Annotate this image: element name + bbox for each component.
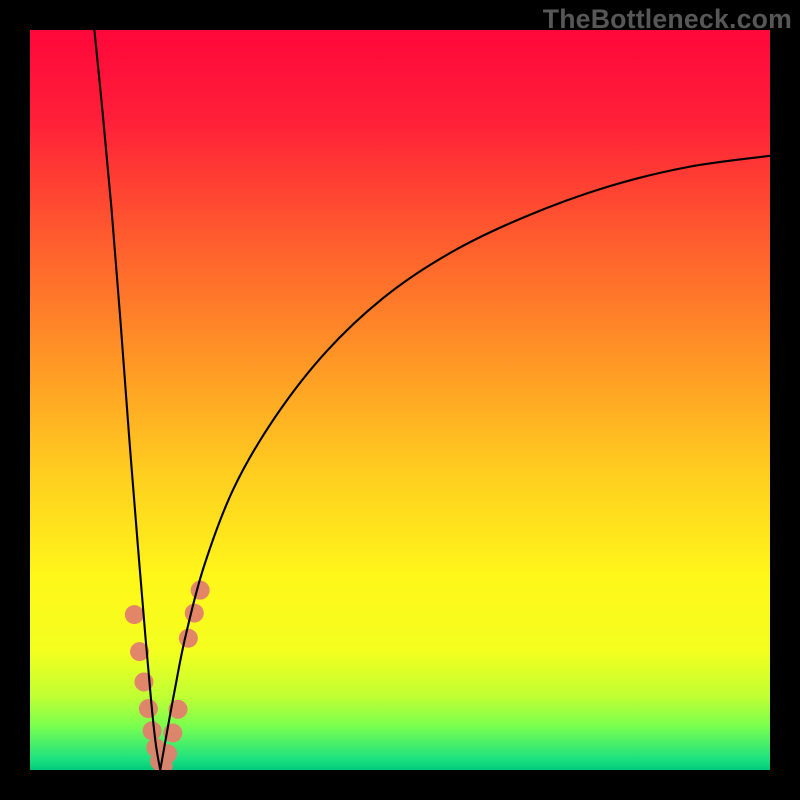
curve-layer (30, 30, 770, 770)
curve-right (160, 156, 770, 770)
data-marker (143, 721, 162, 740)
marker-group (125, 581, 210, 770)
chart-frame: TheBottleneck.com (0, 0, 800, 800)
data-marker (139, 699, 158, 718)
data-marker (185, 604, 204, 623)
plot-area (30, 30, 770, 770)
data-marker (179, 629, 198, 648)
watermark-text: TheBottleneck.com (543, 4, 792, 35)
data-marker (191, 581, 210, 600)
data-marker (125, 605, 144, 624)
curve-left (94, 30, 160, 770)
